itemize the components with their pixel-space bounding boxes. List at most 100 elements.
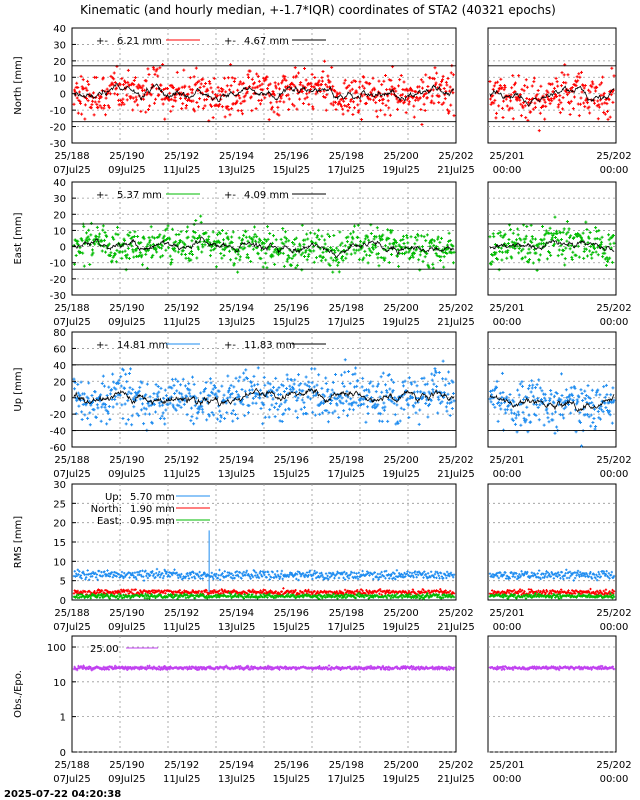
x-tick-label: 09Jul25 [108, 165, 146, 176]
x-tick-label: 19Jul25 [382, 774, 420, 785]
x-tick-label: 25/194 [219, 455, 254, 466]
y-tick-label: 40 [53, 361, 66, 372]
x-tick-label: 25/196 [274, 151, 309, 162]
obs-data-points [488, 664, 616, 672]
x-tick-label: 25/202 [596, 151, 631, 162]
legend-symbol: +- [224, 340, 236, 351]
x-tick-label: 25/188 [54, 303, 89, 314]
legend-symbol: +- [96, 36, 108, 47]
x-tick-label: 07Jul25 [53, 469, 91, 480]
panel-obs: 1001010Obs./Epo.25/18807Jul2525/19009Jul… [13, 635, 632, 785]
x-tick-label: 25/198 [329, 303, 364, 314]
y-tick-label: 5 [60, 577, 66, 588]
x-tick-label: 25/200 [384, 760, 419, 771]
y-tick-label: 15 [53, 538, 66, 549]
x-tick-label: 11Jul25 [163, 165, 201, 176]
obs-data-points [72, 664, 456, 672]
x-tick-label: 11Jul25 [163, 774, 201, 785]
x-tick-label: 25/192 [164, 455, 199, 466]
x-tick-label: 25/190 [109, 760, 144, 771]
panel-east: 40 30 20 10 0 -10 -20 -30 East [mm] 25/188 07Jul25… [13, 178, 632, 328]
x-tick-label: 25/196 [274, 760, 309, 771]
x-tick-label: 25/200 [384, 455, 419, 466]
x-tick-label: 00:00 [493, 622, 522, 633]
y-tick-label: 0 [60, 748, 66, 759]
rms-up-points [72, 567, 456, 582]
x-tick-label: 25/202 [596, 760, 631, 771]
y-tick-label: -30 [50, 291, 66, 302]
legend-entry-label: 4.09 mm [244, 190, 289, 201]
y-tick-label: 0 [60, 243, 66, 254]
y-axis-label: Up [mm] [13, 367, 24, 411]
east-main-plot [71, 181, 457, 296]
obs-side-plot [487, 635, 617, 753]
x-tick-label: 25/192 [164, 608, 199, 619]
x-tick-label: 25/196 [274, 455, 309, 466]
x-tick-label: 09Jul25 [108, 469, 146, 480]
x-tick-label: 19Jul25 [382, 165, 420, 176]
x-tick-label: 25/194 [219, 151, 254, 162]
y-tick-label: 10 [53, 557, 66, 568]
x-tick-label: 25/188 [54, 608, 89, 619]
rms-side-plot-area [487, 483, 617, 601]
legend-entry-label: 5.37 mm [117, 190, 162, 201]
x-tick-label: 07Jul25 [53, 622, 91, 633]
y-tick-label: 80 [53, 328, 66, 339]
y-tick-label: -30 [50, 139, 66, 150]
x-tick-label: 09Jul25 [108, 622, 146, 633]
x-tick-label: 15Jul25 [273, 622, 311, 633]
rms-east-points [72, 591, 456, 601]
x-tick-label: 00:00 [600, 317, 629, 328]
x-tick-label: 13Jul25 [218, 469, 256, 480]
x-tick-label: 25/190 [109, 151, 144, 162]
x-tick-label: 25/188 [54, 151, 89, 162]
x-tick-label: 25/198 [329, 608, 364, 619]
x-tick-label: 25/202 [438, 303, 473, 314]
x-tick-label: 13Jul25 [218, 165, 256, 176]
y-tick-label: -20 [50, 275, 66, 286]
x-tick-label: 11Jul25 [163, 469, 201, 480]
x-tick-label: 25/202 [438, 760, 473, 771]
x-tick-label: 21Jul25 [437, 317, 475, 328]
x-tick-label: 00:00 [600, 622, 629, 633]
x-tick-label: 25/202 [438, 455, 473, 466]
rms-east-points [488, 592, 616, 600]
y-tick-label: 60 [53, 344, 66, 355]
x-tick-label: 25/198 [329, 151, 364, 162]
x-tick-label: 25/196 [274, 303, 309, 314]
legend-entry-label: 6.21 mm [117, 36, 162, 47]
obs-side-plot-area [487, 635, 617, 753]
y-tick-label: 20 [53, 519, 66, 530]
y-tick-label: -10 [50, 106, 66, 117]
y-tick-label: 100 [47, 643, 66, 654]
x-tick-label: 25/194 [219, 608, 254, 619]
y-axis-label: East [mm] [13, 212, 24, 264]
x-tick-label: 25/194 [219, 760, 254, 771]
y-tick-label: 10 [53, 226, 66, 237]
x-tick-label: 15Jul25 [273, 317, 311, 328]
panel-up: 80 60 40 20 0 -20 -40 -60 Up [mm] 25/188 07Jul25 25… [13, 328, 632, 480]
panel-north: 40 30 20 10 0 -10 -20 -30 North [mm] 25/188 07Jul2… [13, 24, 632, 176]
x-tick-label: 25/198 [329, 455, 364, 466]
legend-symbol: +- [96, 340, 108, 351]
rms-main-plot [71, 483, 457, 601]
legend-entry-label: 14.81 mm [117, 340, 168, 351]
obs-main-plot-area [71, 635, 457, 753]
y-tick-label: 40 [53, 24, 66, 35]
x-tick-label: 25/201 [489, 608, 524, 619]
y-tick-label: -10 [50, 259, 66, 270]
x-tick-label: 25/188 [54, 455, 89, 466]
y-tick-label: -20 [50, 410, 66, 421]
y-tick-label: 0 [60, 90, 66, 101]
x-tick-label: 25/202 [596, 303, 631, 314]
x-tick-label: 15Jul25 [273, 774, 311, 785]
legend-entry-label: 25.00 [90, 644, 119, 655]
x-tick-label: 17Jul25 [328, 774, 366, 785]
x-tick-label: 15Jul25 [273, 165, 311, 176]
legend-series-name: North: [91, 504, 122, 515]
rms-up-points [488, 568, 616, 582]
x-tick-label: 21Jul25 [437, 165, 475, 176]
x-tick-label: 25/190 [109, 608, 144, 619]
